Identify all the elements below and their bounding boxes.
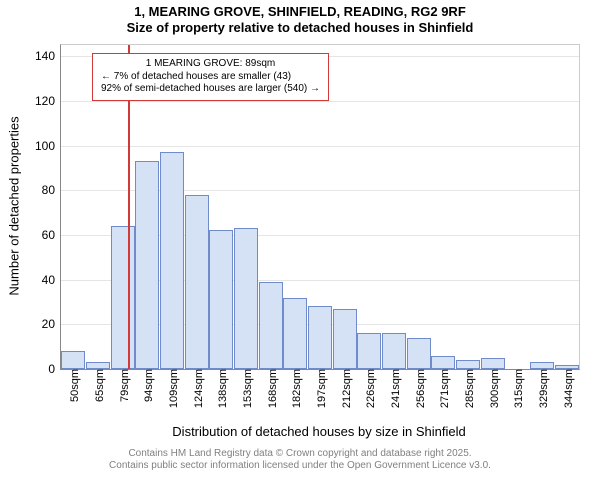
x-tick-label: 300sqm (485, 369, 501, 408)
histogram-bar (86, 362, 110, 369)
histogram-bar (530, 362, 554, 369)
histogram-bar (357, 333, 381, 369)
x-tick-label: 315sqm (509, 369, 525, 408)
histogram-bar (456, 360, 480, 369)
x-axis-label: Distribution of detached houses by size … (60, 424, 578, 439)
x-tick-label: 168sqm (263, 369, 279, 408)
x-tick-label: 153sqm (238, 369, 254, 408)
x-tick-label: 329sqm (534, 369, 550, 408)
annotation-line-3: 92% of semi-detached houses are larger (… (101, 83, 320, 96)
y-axis-label: Number of detached properties (7, 116, 22, 295)
histogram-bar (259, 282, 283, 369)
histogram-bar (209, 230, 233, 369)
gridline (61, 146, 579, 147)
histogram-bar (407, 338, 431, 369)
x-tick-label: 212sqm (337, 369, 353, 408)
chart-title: 1, MEARING GROVE, SHINFIELD, READING, RG… (0, 4, 600, 35)
x-tick-label: 344sqm (559, 369, 575, 408)
title-line-2: Size of property relative to detached ho… (0, 20, 600, 36)
footer-line-2: Contains public sector information licen… (0, 460, 600, 472)
annotation-box: 1 MEARING GROVE: 89sqm ← 7% of detached … (92, 53, 329, 101)
footer-attribution: Contains HM Land Registry data © Crown c… (0, 448, 600, 472)
histogram-bar (283, 298, 307, 370)
histogram-bar (431, 356, 455, 369)
title-line-1: 1, MEARING GROVE, SHINFIELD, READING, RG… (0, 4, 600, 20)
histogram-bar (234, 228, 258, 369)
x-tick-label: 197sqm (312, 369, 328, 408)
x-tick-label: 124sqm (189, 369, 205, 408)
y-tick-label: 140 (35, 49, 61, 63)
x-tick-label: 65sqm (90, 369, 106, 402)
y-tick-label: 80 (42, 183, 61, 197)
x-tick-label: 256sqm (411, 369, 427, 408)
histogram-bar (111, 226, 135, 369)
y-tick-label: 0 (48, 362, 61, 376)
x-tick-label: 285sqm (460, 369, 476, 408)
histogram-bar (308, 306, 332, 369)
histogram-bar (481, 358, 505, 369)
histogram-bar (382, 333, 406, 369)
histogram-bar (160, 152, 184, 369)
annotation-title: 1 MEARING GROVE: 89sqm (101, 58, 320, 71)
histogram-bar (333, 309, 357, 369)
x-tick-label: 241sqm (386, 369, 402, 408)
x-tick-label: 226sqm (361, 369, 377, 408)
histogram-bar (135, 161, 159, 369)
x-tick-label: 138sqm (213, 369, 229, 408)
gridline (61, 101, 579, 102)
y-tick-label: 100 (35, 139, 61, 153)
y-tick-label: 60 (42, 228, 61, 242)
x-tick-label: 271sqm (435, 369, 451, 408)
y-tick-label: 20 (42, 317, 61, 331)
x-tick-label: 94sqm (139, 369, 155, 402)
histogram-bar (185, 195, 209, 369)
histogram-bar (61, 351, 85, 369)
annotation-line-2: ← 7% of detached houses are smaller (43) (101, 71, 320, 84)
x-tick-label: 182sqm (287, 369, 303, 408)
footer-line-1: Contains HM Land Registry data © Crown c… (0, 448, 600, 460)
histogram-chart: 1, MEARING GROVE, SHINFIELD, READING, RG… (0, 0, 600, 500)
x-tick-label: 109sqm (164, 369, 180, 408)
x-tick-label: 50sqm (65, 369, 81, 402)
x-tick-label: 79sqm (115, 369, 131, 402)
y-tick-label: 120 (35, 94, 61, 108)
y-tick-label: 40 (42, 273, 61, 287)
